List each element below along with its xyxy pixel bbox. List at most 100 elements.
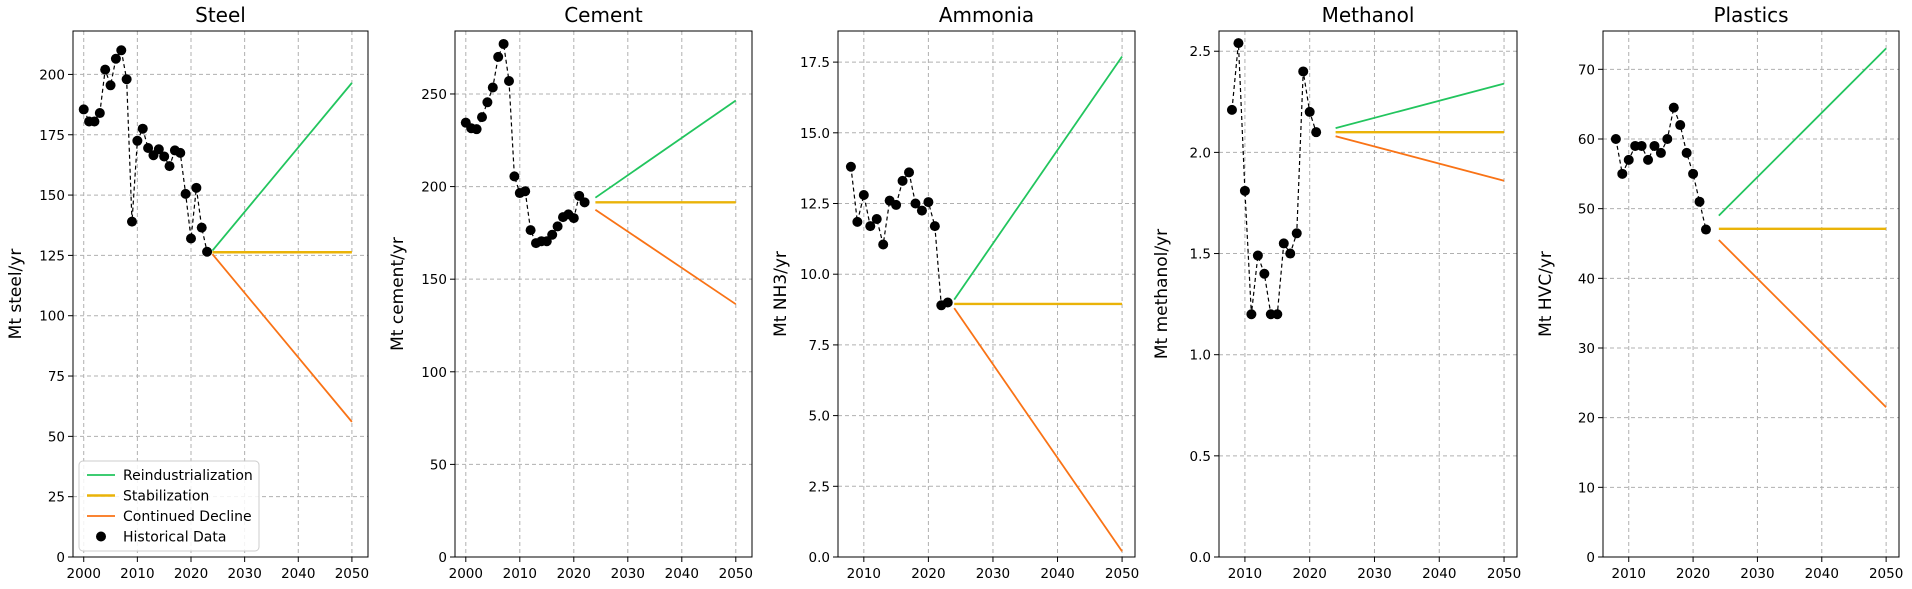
x-tick-label: 2010 — [847, 566, 881, 582]
historical-point — [916, 205, 927, 216]
x-tick-label: 2000 — [449, 566, 483, 582]
y-tick-label: 1.0 — [1190, 348, 1211, 364]
x-tick-label: 2030 — [1357, 566, 1391, 582]
legend-swatch-historical-data — [96, 531, 106, 542]
historical-point — [1278, 238, 1289, 249]
x-tick-label: 2040 — [281, 566, 315, 582]
x-tick-label: 2040 — [1040, 566, 1074, 582]
historical-point — [471, 124, 482, 135]
legend: Reindustrialization Stabilization Continue… — [78, 460, 260, 552]
historical-point — [1700, 224, 1711, 235]
y-tick-label: 0.0 — [1190, 550, 1211, 566]
y-axis-label: Mt NH3/yr — [771, 251, 791, 337]
historical-point — [1298, 66, 1309, 77]
y-tick-label: 125 — [39, 248, 65, 264]
legend-label: Stabilization — [123, 489, 209, 505]
panel-title: Ammonia — [939, 3, 1034, 27]
y-axis-label: Mt cement/yr — [388, 237, 408, 351]
x-tick-label: 2020 — [1293, 566, 1327, 582]
historical-point — [525, 225, 536, 236]
historical-point — [923, 197, 934, 208]
panel-title: Steel — [195, 3, 246, 27]
panel-title: Methanol — [1322, 3, 1415, 27]
historical-point — [871, 214, 882, 225]
historical-point — [1668, 102, 1679, 113]
historical-point — [1272, 309, 1283, 320]
historical-point — [89, 116, 100, 127]
historical-line — [83, 48, 208, 252]
x-tick-label: 2010 — [120, 566, 154, 582]
historical-point — [929, 221, 940, 232]
x-tick-label: 2050 — [719, 566, 753, 582]
y-tick-label: 0 — [1586, 550, 1595, 566]
scenario-line-reindustrialization — [594, 99, 737, 199]
historical-point — [121, 74, 132, 85]
y-tick-label: 50 — [1578, 202, 1595, 218]
y-tick-label: 100 — [421, 365, 447, 381]
historical-point — [1649, 140, 1660, 151]
historical-point — [143, 143, 154, 154]
historical-point — [477, 112, 487, 123]
x-tick-label: 2040 — [1805, 566, 1839, 582]
historical-point — [153, 144, 164, 155]
y-tick-label: 17.5 — [800, 55, 830, 71]
y-tick-label: 1.5 — [1190, 247, 1211, 263]
historical-line — [1615, 105, 1707, 230]
y-tick-label: 0 — [56, 550, 65, 566]
panel-title: Plastics — [1713, 3, 1788, 27]
scenario-line-reindustrialization — [211, 82, 353, 252]
x-tick-label: 2050 — [1869, 566, 1903, 582]
y-tick-label: 0.0 — [809, 550, 830, 566]
legend-label: Continued Decline — [123, 509, 252, 525]
y-tick-label: 250 — [421, 87, 447, 103]
y-tick-label: 75 — [48, 369, 65, 385]
y-tick-label: 10.0 — [800, 267, 830, 283]
historical-point — [159, 151, 170, 162]
historical-point — [1304, 106, 1315, 117]
axes-frame — [837, 30, 1136, 558]
legend-box — [78, 460, 260, 552]
historical-point — [1636, 140, 1647, 151]
x-tick-label: 2030 — [611, 566, 645, 582]
historical-point — [579, 197, 590, 208]
historical-point — [1291, 228, 1302, 239]
y-axis-label: Mt steel/yr — [6, 249, 26, 340]
historical-point — [1623, 154, 1634, 165]
historical-point — [1239, 185, 1250, 196]
y-tick-label: 2.5 — [1190, 44, 1211, 60]
y-tick-label: 2.5 — [809, 479, 830, 495]
y-tick-label: 70 — [1578, 62, 1595, 78]
y-tick-label: 150 — [421, 272, 447, 288]
x-tick-label: 2010 — [1612, 566, 1646, 582]
panel-methanol: 2010 2020 2030 2040 2050 0.0 0.5 1.0 1.5 2.0 2.5 Me… — [1152, 3, 1521, 582]
historical-point — [1252, 250, 1263, 261]
historical-point — [904, 167, 915, 178]
historical-point — [78, 104, 89, 115]
historical-point — [498, 38, 509, 49]
y-tick-label: 12.5 — [800, 197, 830, 213]
x-tick-label: 2010 — [503, 566, 537, 582]
historical-point — [175, 147, 186, 158]
axes-frame — [454, 30, 753, 558]
y-tick-label: 50 — [48, 429, 65, 445]
historical-point — [845, 161, 856, 172]
historical-point — [196, 222, 207, 233]
y-tick-label: 20 — [1578, 411, 1595, 427]
historical-point — [94, 108, 105, 119]
panel-plastics: 2010 2020 2030 2040 2050010203040506070Plast… — [1536, 3, 1903, 582]
historical-line — [1231, 43, 1317, 315]
x-tick-label: 2030 — [976, 566, 1010, 582]
scenario-line-continued-decline — [953, 307, 1123, 552]
y-tick-label: 40 — [1578, 271, 1595, 287]
historical-point — [1233, 38, 1244, 49]
y-tick-label: 0.5 — [1190, 449, 1211, 465]
legend-label: Reindustrialization — [123, 468, 253, 484]
y-axis-label: Mt HVC/yr — [1536, 251, 1556, 337]
axes-frame — [72, 30, 369, 558]
historical-point — [1246, 309, 1257, 320]
historical-point — [137, 123, 148, 134]
historical-point — [1655, 147, 1666, 158]
scenario-line-continued-decline — [594, 208, 737, 305]
x-tick-label: 2040 — [1422, 566, 1456, 582]
scenario-line-continued-decline — [1718, 239, 1887, 408]
